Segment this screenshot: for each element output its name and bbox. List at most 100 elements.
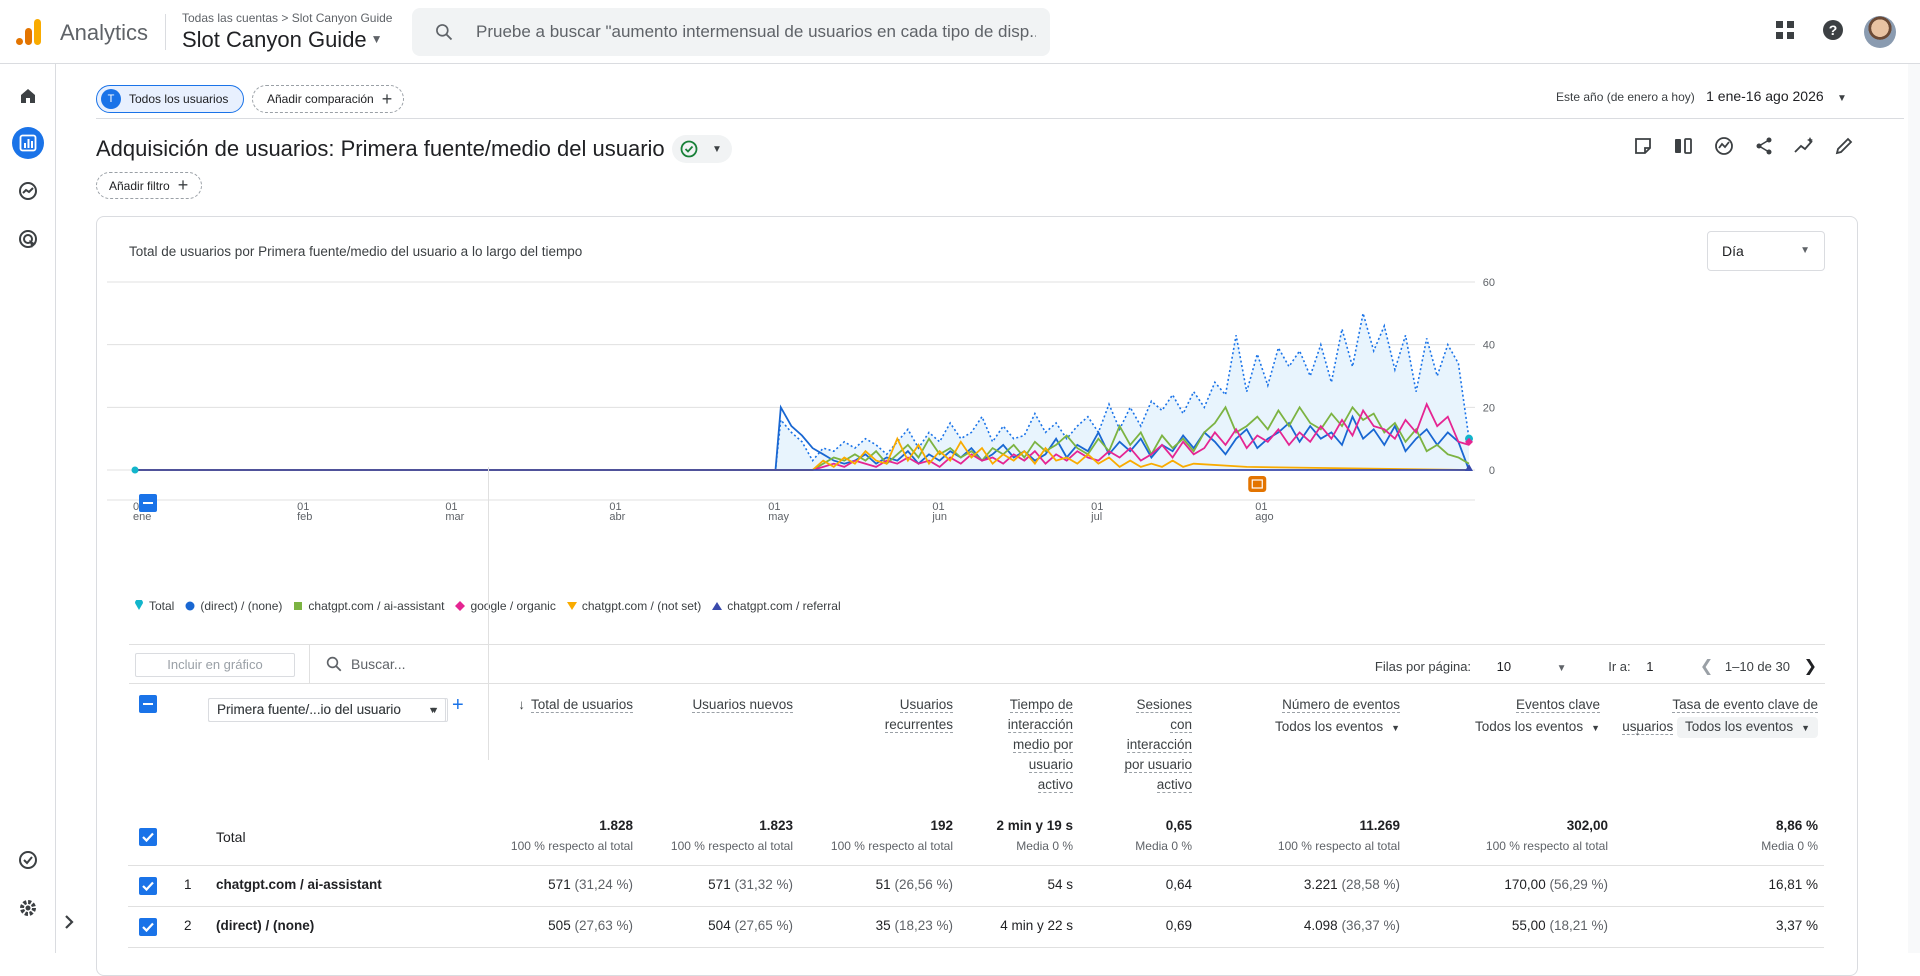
breadcrumb-account[interactable]: Slot Canyon Guide [291, 11, 393, 25]
cell-value: 0,64 [1165, 877, 1192, 892]
property-selector[interactable]: Slot Canyon Guide ▼ [182, 27, 383, 53]
col-returning-users[interactable]: Usuarios recurrentes [810, 695, 953, 735]
include-in-chart-button[interactable]: Incluir en gráfico [135, 653, 295, 677]
goto-page-input[interactable]: 1 [1646, 659, 1654, 674]
breadcrumb-accounts[interactable]: Todas las cuentas [182, 11, 279, 25]
page-scrollbar[interactable] [1908, 64, 1920, 953]
plus-icon: + [381, 88, 393, 109]
legend-item[interactable]: Total [133, 599, 174, 613]
breadcrumb[interactable]: Todas las cuentas > Slot Canyon Guide [182, 11, 392, 25]
row-checkbox[interactable] [139, 918, 157, 936]
date-range-picker[interactable]: Este año (de enero a hoy) 1 ene-16 ago 2… [1556, 88, 1847, 104]
total-users-value: 1.828 [599, 818, 633, 833]
trend-sparkle-icon[interactable] [1793, 136, 1815, 156]
key-events-total: 302,00 100 % respecto al total [1420, 818, 1608, 853]
series-area-total [135, 313, 1469, 470]
chevron-left-icon[interactable]: ❮ [1699, 658, 1714, 675]
table-search[interactable]: Buscar... [325, 655, 405, 673]
col-new-users[interactable]: Usuarios nuevos [650, 695, 793, 715]
cell-engagement: 54 s [960, 877, 1073, 892]
col-engagement-label-2: interacción [1007, 717, 1073, 733]
legend-item[interactable]: chatgpt.com / (not set) [566, 599, 701, 613]
add-filter-button[interactable]: Añadir filtro + [96, 172, 202, 199]
cell-key-events: 55,00 (18,21 %) [1420, 918, 1608, 933]
legend-item[interactable]: google / organic [454, 599, 556, 613]
advertising-nav-button[interactable] [12, 223, 44, 255]
event-count-filter[interactable]: Todos los eventos ▼ [1220, 717, 1400, 738]
col-engaged-sessions[interactable]: Sesiones con interacción por usuario activo [1080, 695, 1192, 795]
table-row[interactable]: 1 chatgpt.com / ai-assistant [128, 866, 1824, 907]
analytics-logo-icon[interactable] [14, 17, 44, 47]
key-events-filter[interactable]: Todos los eventos ▼ [1420, 717, 1600, 738]
event-count-filter-label: Todos los eventos [1275, 719, 1384, 734]
search-bar[interactable]: Pruebe a buscar "aumento intermensual de… [412, 8, 1050, 56]
legend-item[interactable]: chatgpt.com / referral [711, 599, 841, 613]
select-all-checkbox[interactable] [139, 494, 157, 512]
pagination: Filas por página: 10 ▼ Ir a: 1 ❮ 1–10 de … [1375, 656, 1817, 676]
admin-nav-button[interactable] [12, 892, 44, 924]
segment-avatar: T [101, 89, 121, 109]
legend-marker-icon [566, 602, 577, 610]
table-row[interactable]: 2 (direct) / (none) [128, 907, 1824, 948]
row-checkbox[interactable] [139, 877, 157, 895]
row-dimension-value[interactable]: chatgpt.com / ai-assistant [216, 877, 382, 892]
totals-checkbox[interactable] [139, 828, 157, 846]
cell-percent: (31,32 %) [734, 877, 793, 892]
apps-grid-icon[interactable] [1775, 20, 1795, 40]
plus-icon: + [177, 175, 189, 195]
chevron-right-icon[interactable]: ❯ [1803, 658, 1817, 675]
customize-report-icon[interactable] [1633, 136, 1653, 156]
dimension-select[interactable]: Primera fuente/...io del usuario ▼ [208, 698, 446, 722]
property-name: Slot Canyon Guide [182, 27, 367, 52]
col-key-event-rate[interactable]: Tasa de evento clave de ↓ usuarios Todos … [1620, 695, 1818, 738]
total-users-total: 1.828 100 % respecto al total [500, 818, 633, 853]
cell-value: 3,37 % [1775, 918, 1818, 933]
key-event-rate-filter[interactable]: Todos los eventos ▼ [1677, 717, 1818, 738]
rows-per-page-select[interactable]: 10 [1496, 659, 1512, 674]
legend-item[interactable]: (direct) / (none) [184, 599, 282, 613]
compare-icon[interactable] [1673, 136, 1693, 156]
advertising-icon [19, 230, 37, 248]
sort-arrow-icon: ↓ [1634, 723, 1641, 738]
share-icon[interactable] [1754, 136, 1774, 156]
col-engagement-label-3: medio por [1012, 737, 1073, 753]
explore-nav-button[interactable] [12, 175, 44, 207]
legend-label: chatgpt.com / referral [727, 599, 841, 613]
col-key-events[interactable]: Eventos clave Todos los eventos ▼ [1420, 695, 1600, 738]
report-status-button[interactable]: ▼ [672, 135, 732, 163]
col-event-count[interactable]: Número de eventos Todos los eventos ▼ [1220, 695, 1400, 738]
add-comparison-button[interactable]: Añadir comparación + [252, 85, 404, 113]
select-all-checkbox[interactable] [139, 695, 157, 713]
insights-icon[interactable] [1714, 136, 1734, 156]
x-tick-day: 01 [609, 501, 621, 513]
legend-item[interactable]: chatgpt.com / ai-assistant [292, 599, 444, 613]
segment-chip-all-users[interactable]: T Todos los usuarios [96, 85, 244, 113]
account-avatar[interactable] [1864, 16, 1896, 48]
expand-nav-button[interactable] [57, 908, 81, 936]
col-returning-label-2: recurrentes [884, 717, 953, 733]
col-total-users[interactable]: ↓ Total de usuarios [500, 695, 633, 715]
add-dimension-plus-icon[interactable]: + [452, 694, 464, 716]
caret-down-icon[interactable]: ▼ [1556, 663, 1567, 674]
check-icon [142, 832, 154, 843]
edit-pencil-icon[interactable] [1834, 136, 1854, 156]
home-nav-button[interactable] [12, 80, 44, 112]
granularity-select[interactable]: Día ▼ [1707, 231, 1825, 271]
cell-percent: (27,65 %) [734, 918, 793, 933]
reports-nav-button[interactable] [12, 127, 44, 159]
configure-nav-button[interactable] [12, 844, 44, 876]
cell-percent: (27,63 %) [574, 918, 633, 933]
row-dimension-value[interactable]: (direct) / (none) [216, 918, 315, 933]
users-over-time-chart[interactable]: 604020001ene01feb01mar01abr01may01jun01j… [97, 217, 1857, 597]
cell-sessions: 0,64 [1080, 877, 1192, 892]
cell-total-users: 505 (27,63 %) [500, 918, 633, 933]
col-engagement-label-4: usuario [1028, 757, 1073, 773]
legend-marker-icon [455, 601, 466, 611]
search-placeholder: Pruebe a buscar "aumento intermensual de… [476, 22, 1036, 41]
y-tick-label: 40 [1483, 340, 1495, 352]
x-tick-day: 01 [297, 501, 309, 513]
help-icon[interactable]: ? [1822, 19, 1844, 41]
col-engagement-time[interactable]: Tiempo de interacción medio por usuario acti… [960, 695, 1073, 795]
caret-down-icon: ▼ [428, 705, 437, 715]
top-app-bar: Analytics Todas las cuentas > Slot Canyo… [0, 0, 1920, 64]
